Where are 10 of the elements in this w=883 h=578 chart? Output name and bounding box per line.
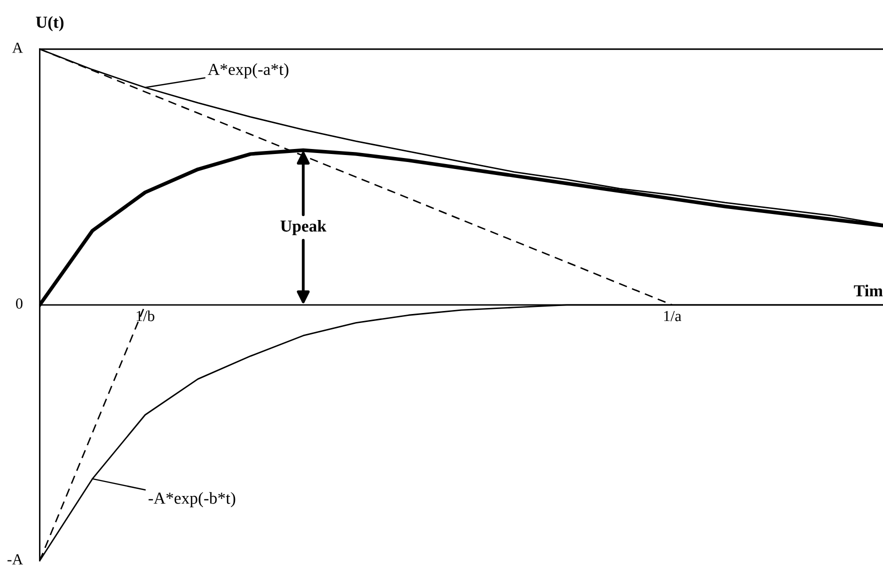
annotation: A*exp(-a*t) (208, 63, 288, 78)
text: -A (8, 554, 23, 564)
annotation: -A*exp(-b*t) (148, 492, 236, 508)
x-axis-title: Tim (854, 284, 883, 296)
x-tick-label: 1/b (136, 310, 154, 322)
text: A (12, 42, 23, 53)
annotation: Upeak (280, 220, 326, 236)
y-axis-title: U(t) (36, 16, 64, 32)
text: 0 (16, 298, 22, 309)
x-tick-label: 1/a (664, 310, 682, 322)
